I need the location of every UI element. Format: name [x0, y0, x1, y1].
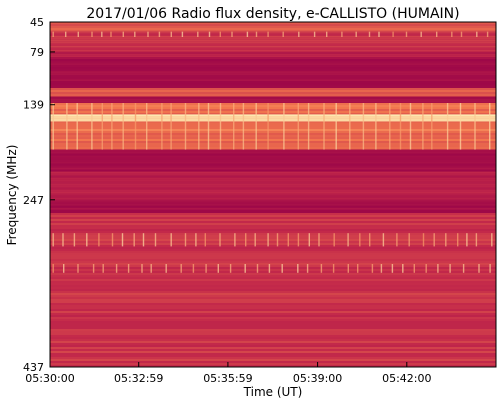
- interference-spikes: [52, 31, 489, 37]
- x-tick-label: 05:30:00: [25, 372, 74, 385]
- x-tick-label: 05:42:00: [382, 372, 431, 385]
- x-tick-label: 05:35:59: [203, 372, 252, 385]
- y-tick-label: 79: [30, 46, 44, 59]
- y-tick-label: 45: [30, 16, 44, 29]
- y-tick-label: 437: [23, 361, 44, 374]
- y-axis: 45 79 139 247 437: [23, 16, 55, 374]
- frequency-band: [50, 149, 496, 172]
- interference-spikes: [52, 233, 493, 247]
- plot-frame: [49, 21, 497, 368]
- frequency-band: [50, 31, 496, 52]
- frequency-band: [50, 171, 496, 200]
- x-tick-label: 05:32:59: [114, 372, 163, 385]
- x-axis: 05:30:00 05:32:59 05:35:59 05:39:00 05:42:00: [25, 362, 432, 385]
- x-tick-label: 05:39:00: [293, 372, 342, 385]
- x-axis-label: Time (UT): [243, 385, 303, 399]
- chart-title: 2017/01/06 Radio flux density, e-CALLIST…: [86, 6, 459, 22]
- frequency-band: [50, 22, 496, 32]
- frequency-band: [50, 88, 496, 97]
- interference-spikes: [52, 103, 491, 150]
- frequency-band: [50, 51, 496, 58]
- y-tick-label: 247: [23, 194, 44, 207]
- frequency-band: [50, 96, 496, 103]
- interference-spikes: [52, 264, 491, 273]
- frequency-band: [50, 57, 496, 88]
- frequency-band: [50, 103, 496, 150]
- y-axis-label: Frequency (MHz): [5, 145, 19, 246]
- frequency-band: [50, 199, 496, 213]
- spectrogram-plot: [50, 22, 496, 367]
- frequency-band: [50, 114, 496, 122]
- frequency-band: [50, 213, 496, 367]
- y-tick-label: 139: [23, 99, 44, 112]
